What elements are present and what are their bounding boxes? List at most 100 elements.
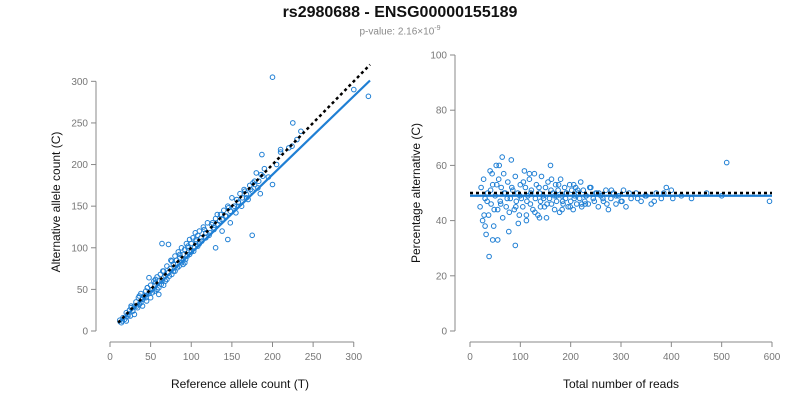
left-data-point	[195, 243, 201, 249]
left-y-tick-label: 250	[71, 118, 88, 129]
left-data-point	[277, 146, 284, 153]
right-data-point	[559, 206, 565, 213]
right-data-point	[548, 201, 555, 207]
right-data-point	[595, 204, 602, 210]
left-data-point	[159, 240, 165, 247]
right-data-point	[536, 215, 543, 221]
right-data-point	[648, 201, 654, 207]
right-data-point	[605, 206, 612, 213]
right-data-point	[520, 179, 527, 185]
right-data-point	[559, 198, 566, 205]
right-data-point	[482, 223, 488, 229]
right-data-point	[570, 181, 577, 188]
left-x-tick-label: 150	[224, 352, 241, 363]
right-data-point	[568, 187, 575, 193]
right-data-point	[521, 168, 528, 174]
right-x-axis-label: Total number of reads	[563, 377, 679, 391]
left-data-point	[152, 276, 159, 283]
right-data-point	[604, 201, 610, 207]
right-data-point	[489, 170, 495, 177]
right-data-point	[580, 187, 587, 193]
right-data-point	[495, 176, 502, 182]
right-data-point	[557, 176, 564, 182]
right-data-point	[542, 184, 549, 191]
right-data-point	[504, 195, 510, 202]
right-data-point	[531, 170, 538, 177]
right-scatter-chart: 0 20 40 60 80 100 0 100 200 300 400 500 600 Total num…	[409, 51, 781, 392]
right-data-point	[489, 237, 496, 243]
right-data-point	[566, 181, 573, 188]
right-data-point	[479, 217, 486, 224]
left-data-point	[165, 241, 172, 248]
right-data-point	[523, 212, 530, 218]
left-y-tick-label: 100	[71, 243, 88, 254]
left-x-tick-label: 100	[183, 352, 200, 363]
right-data-point	[545, 179, 551, 185]
left-data-point	[365, 93, 372, 100]
right-data-point	[546, 195, 553, 202]
right-data-point	[565, 204, 571, 210]
right-data-point	[567, 198, 574, 205]
right-data-point	[494, 237, 501, 243]
right-data-point	[551, 206, 558, 213]
left-data-point	[298, 128, 304, 135]
left-x-tick-label: 50	[145, 352, 157, 363]
left-data-point	[221, 207, 227, 214]
right-data-point	[478, 184, 484, 191]
right-data-point	[491, 206, 497, 213]
left-x-tick-label: 200	[264, 352, 281, 363]
right-data-point	[513, 204, 519, 210]
right-data-point	[524, 198, 530, 205]
left-data-point	[273, 161, 280, 168]
left-data-point	[136, 293, 143, 299]
left-x-tick-label: 250	[305, 352, 322, 363]
left-data-point	[351, 86, 357, 93]
right-data-point	[585, 201, 592, 207]
right-data-point	[582, 198, 588, 205]
left-reference-line	[117, 63, 371, 324]
left-data-point	[143, 298, 150, 304]
left-data-point	[257, 190, 264, 197]
right-data-point	[477, 204, 483, 210]
left-data-point	[160, 268, 167, 274]
right-data-point	[561, 184, 568, 191]
left-data-point	[261, 165, 268, 172]
right-data-point	[485, 212, 492, 218]
right-data-point	[493, 162, 499, 169]
left-y-tick-label: 200	[71, 160, 88, 171]
left-data-point	[290, 120, 296, 126]
right-data-point	[620, 187, 627, 193]
right-data-point	[527, 201, 534, 207]
right-data-point	[496, 162, 502, 169]
left-y-axis-label: Alternative allele count (C)	[49, 132, 63, 273]
right-data-point	[486, 253, 492, 260]
right-data-point	[547, 162, 554, 169]
left-scatter-chart: 0 50 100 150 200 250 300 0 50 100 150 200 250 300 Refe…	[49, 63, 372, 391]
right-data-point	[628, 195, 634, 202]
left-data-point	[144, 284, 151, 291]
left-data-point	[259, 151, 265, 158]
chart-title: rs2980688 - ENSG00000155189	[282, 4, 518, 21]
left-data-point	[186, 251, 193, 258]
right-data-point	[515, 220, 522, 227]
right-y-axis-label: Percentage alternative (C)	[409, 123, 423, 263]
left-y-tick-label: 50	[77, 285, 89, 296]
left-data-point	[200, 224, 207, 230]
left-data-point	[227, 220, 234, 226]
left-data-point	[237, 190, 243, 197]
right-data-point	[603, 187, 609, 193]
left-data-point	[201, 226, 208, 233]
left-x-axis-label: Reference allele count (T)	[171, 377, 309, 391]
right-data-point	[523, 217, 530, 224]
left-data-point	[196, 228, 203, 234]
right-y-tick-label: 80	[436, 106, 448, 117]
left-data-point	[219, 228, 225, 234]
left-data-point	[225, 236, 231, 243]
right-data-point	[512, 242, 519, 249]
right-data-point	[481, 212, 487, 218]
right-data-point	[506, 209, 513, 216]
right-data-point	[537, 204, 544, 210]
left-x-tick-label: 0	[107, 352, 113, 363]
left-data-point	[178, 260, 185, 266]
